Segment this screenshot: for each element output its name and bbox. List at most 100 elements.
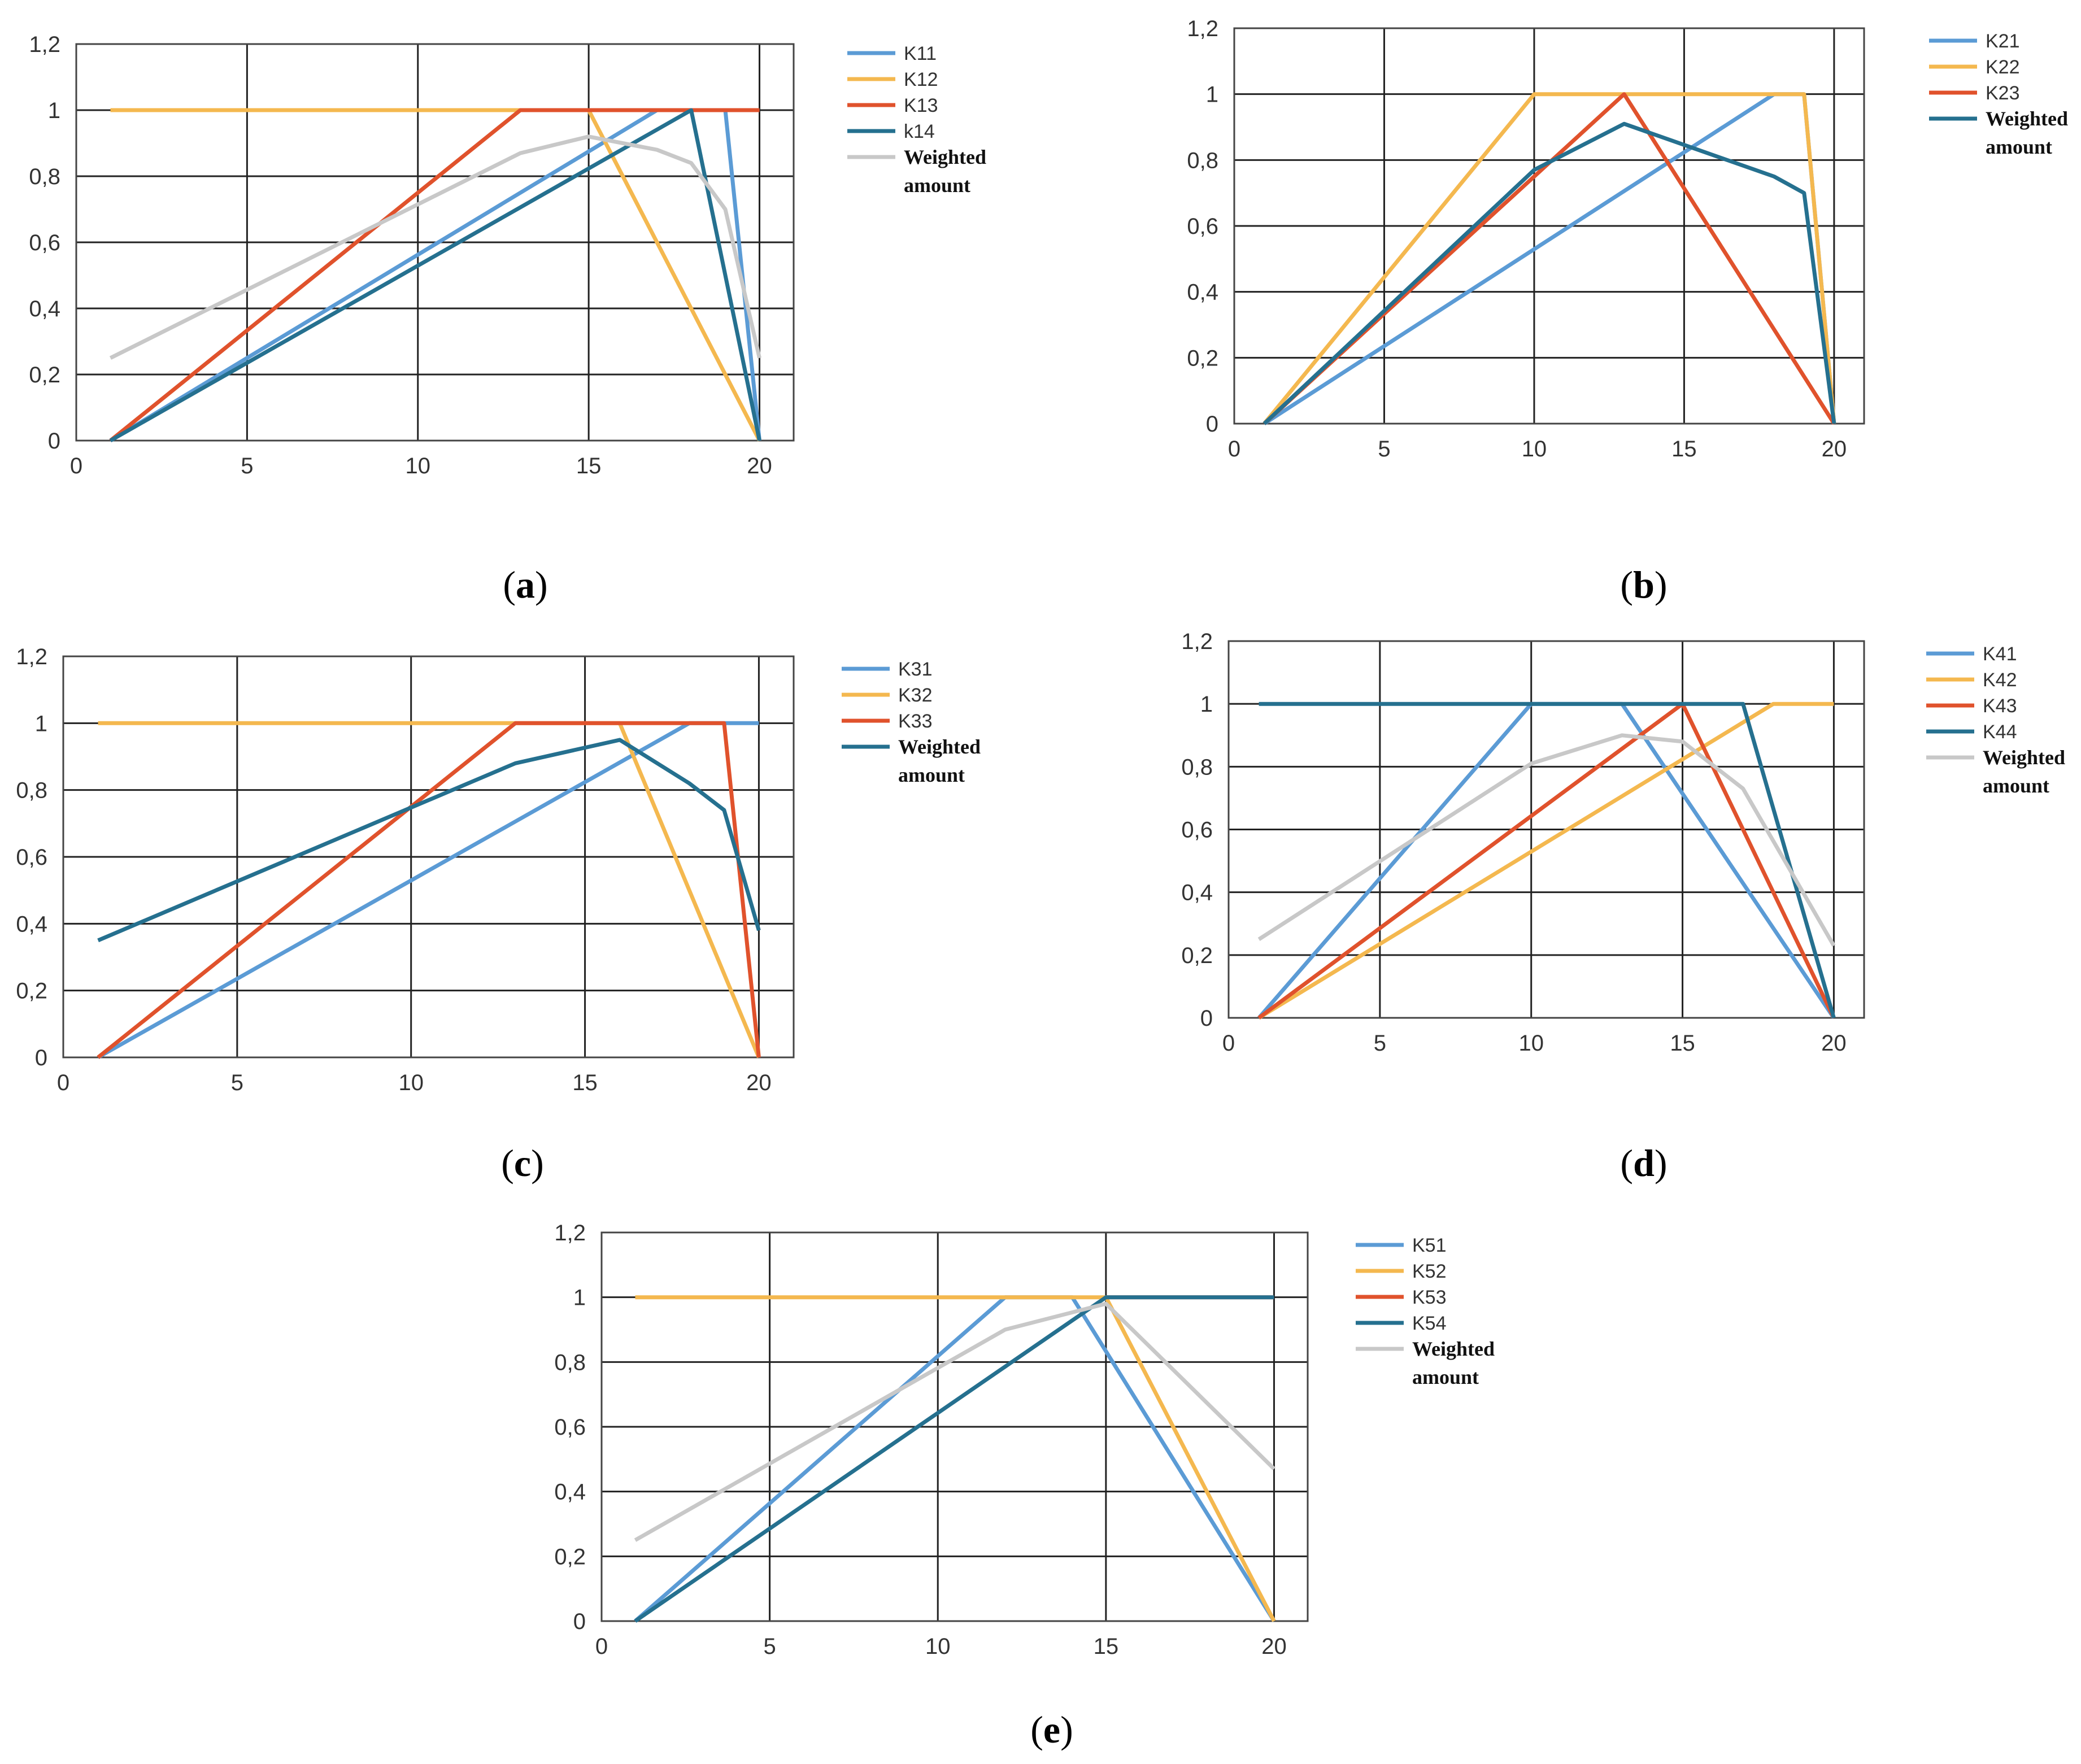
y-tick-label: 0,8 [1187, 148, 1218, 173]
chart-panel-a: 0 0,2 0,4 0,6 0,8 1 1,2 0 5 10 15 20 K11 K12 K13 k14 Wei… [29, 32, 986, 606]
legend-label: Weighted amount [1983, 746, 2065, 797]
x-tick-label: 10 [398, 1070, 424, 1095]
legend-label: K42 [1983, 669, 2017, 691]
y-tick-label: 0,8 [1181, 755, 1213, 779]
y-tick-label: 0,8 [16, 778, 47, 803]
legend-label: K13 [904, 95, 938, 116]
x-tick-label: 0 [57, 1070, 69, 1095]
series-line-k44 [1259, 702, 1836, 1018]
series-line-k42 [1257, 702, 1834, 1020]
panel-caption: (a) [503, 563, 547, 606]
x-tick-label: 20 [1821, 1031, 1847, 1056]
legend-label: K53 [1412, 1287, 1447, 1308]
legend-label: K54 [1412, 1313, 1447, 1334]
series-line-k33 [97, 721, 761, 1059]
x-tick-label: 0 [1222, 1031, 1235, 1056]
series-line-k13 [109, 108, 760, 442]
y-tick-label: 1 [1200, 692, 1213, 717]
series-line-weighted-amount [109, 134, 761, 360]
y-tick-label: 0,4 [29, 297, 60, 321]
x-tick-label: 20 [1822, 437, 1847, 461]
panel-caption-letter: a [516, 563, 535, 606]
y-tick-label: 0 [573, 1609, 586, 1634]
y-tick-label: 0,4 [16, 912, 47, 937]
series-line-weighted-amount [97, 738, 761, 943]
panel-caption-letter: b [1633, 563, 1655, 606]
x-tick-label: 10 [1518, 1031, 1544, 1056]
legend-label: K12 [904, 69, 938, 90]
x-tick-label: 15 [572, 1070, 598, 1095]
y-tick-label: 1 [48, 98, 60, 123]
chart-panel-c: 0 0,2 0,4 0,6 0,8 1 1,2 0 5 10 15 20 K31 K32 K33 Weight… [16, 644, 981, 1184]
plot-area [75, 43, 795, 442]
legend-label: K51 [1412, 1235, 1447, 1256]
y-tick-label: 0,6 [29, 230, 60, 255]
series-line-k54 [634, 1295, 1274, 1623]
chart-panel-e: 0 0,2 0,4 0,6 0,8 1 1,2 0 5 10 15 20 K51 K52 K53 K54 Wei… [554, 1221, 1495, 1751]
x-tick-label: 5 [231, 1070, 243, 1095]
legend-label: K33 [898, 711, 933, 732]
panel-caption-letter: e [1043, 1708, 1060, 1751]
x-tick-label: 5 [1378, 437, 1390, 461]
x-tick-label: 20 [747, 454, 772, 478]
x-tick-label: 5 [241, 454, 253, 478]
y-tick-label: 0 [1206, 412, 1218, 437]
x-tick-label: 5 [1374, 1031, 1386, 1056]
legend-label: Weighted amount [898, 735, 981, 786]
y-tick-label: 0,4 [1181, 881, 1213, 905]
series-line-weighted-amount [1262, 121, 1836, 425]
legend-label: K41 [1983, 643, 2017, 665]
y-tick-label: 0,2 [16, 979, 47, 1004]
y-tick-label: 0,2 [1181, 943, 1213, 968]
panel-caption: (b) [1620, 563, 1667, 606]
x-tick-label: 0 [1228, 437, 1240, 461]
x-tick-label: 10 [1522, 437, 1547, 461]
series-line-k31 [97, 721, 759, 1060]
y-tick-label: 0,6 [1181, 818, 1213, 843]
legend-label: K32 [898, 685, 933, 706]
y-tick-label: 0,6 [1187, 214, 1218, 239]
series-line-weighted-amount [634, 1301, 1275, 1542]
legend-label: K52 [1412, 1261, 1447, 1282]
y-tick-label: 1,2 [29, 32, 60, 57]
plot-area [1233, 27, 1865, 425]
y-tick-label: 0,4 [554, 1480, 586, 1505]
y-tick-label: 0,6 [554, 1415, 586, 1440]
series-line-k21 [1263, 92, 1836, 425]
x-tick-label: 15 [1094, 1634, 1119, 1659]
y-tick-label: 0 [1200, 1006, 1213, 1031]
panel-caption: (c) [501, 1142, 544, 1184]
y-tick-label: 0,2 [554, 1544, 586, 1569]
legend-label: K21 [1986, 31, 2020, 52]
legend-label: K44 [1983, 721, 2017, 743]
legend-label: k14 [904, 121, 935, 142]
series-line-k32 [98, 721, 761, 1059]
x-tick-label: 15 [1671, 437, 1697, 461]
panel-caption-letter: d [1633, 1142, 1655, 1184]
chart-panel-d: 0 0,2 0,4 0,6 0,8 1 1,2 0 5 10 15 20 K41 K42 K43 K44 Wei… [1181, 629, 2065, 1184]
legend-label: Weighted amount [1412, 1338, 1495, 1388]
legend-label: K43 [1983, 695, 2017, 717]
series-line-k43 [1257, 702, 1836, 1020]
y-tick-label: 1,2 [1187, 16, 1218, 41]
y-tick-label: 0,8 [29, 164, 60, 189]
series-line-weighted-amount [1257, 733, 1836, 947]
x-tick-label: 20 [1261, 1634, 1287, 1659]
x-tick-label: 15 [576, 454, 602, 478]
x-tick-label: 0 [595, 1634, 608, 1659]
series-line-k22 [1262, 92, 1836, 425]
series-line-k41 [1257, 702, 1836, 1020]
x-tick-label: 15 [1670, 1031, 1695, 1056]
plot-area [1227, 640, 1865, 1019]
legend-label: Weighted amount [904, 146, 986, 197]
x-tick-label: 10 [925, 1634, 951, 1659]
legend-label: Weighted amount [1986, 107, 2068, 158]
plot-area [62, 655, 795, 1059]
y-tick-label: 1,2 [554, 1221, 586, 1245]
x-tick-label: 20 [746, 1070, 772, 1095]
y-tick-label: 1 [35, 711, 47, 736]
series-line-k12 [110, 108, 761, 442]
legend-label: K23 [1986, 82, 2020, 104]
series-line-k11 [109, 108, 761, 442]
